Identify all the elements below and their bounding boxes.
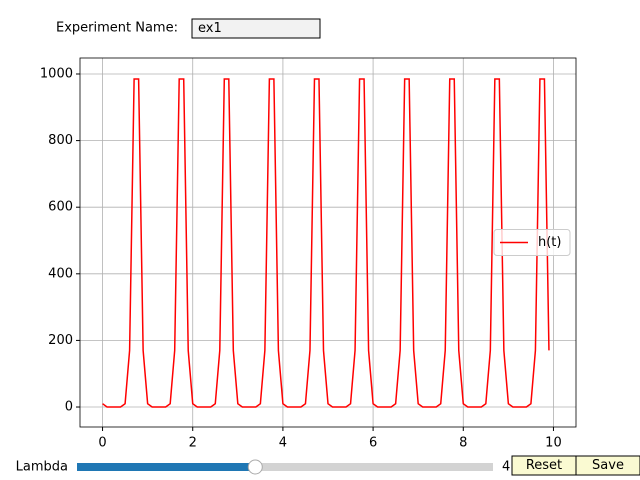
legend-label: h(t) [538, 235, 561, 250]
y-tick-label: 1000 [40, 66, 73, 81]
x-tick-label: 6 [369, 436, 377, 451]
slider-value: 4 [502, 460, 510, 475]
save-button[interactable] [575, 455, 640, 476]
y-tick-label: 400 [48, 266, 73, 281]
y-tick-label: 0 [65, 400, 73, 415]
x-tick-label: 2 [189, 436, 197, 451]
x-tick-label: 10 [545, 436, 562, 451]
reset-label[interactable]: Reset [526, 458, 562, 473]
slider-handle[interactable] [247, 459, 263, 475]
legend-box [493, 229, 571, 256]
y-tick-label: 200 [48, 333, 73, 348]
slider-track[interactable] [77, 463, 493, 471]
experiment-textbox[interactable] [191, 18, 321, 39]
plot-frame [79, 57, 577, 428]
slider-label: Lambda [16, 460, 68, 475]
y-tick-label: 600 [48, 200, 73, 215]
x-tick-label: 4 [279, 436, 287, 451]
experiment-value[interactable]: ex1 [198, 21, 222, 36]
save-label[interactable]: Save [592, 458, 624, 473]
line [102, 78, 550, 408]
experiment-label: Experiment Name: [56, 21, 178, 36]
slider-fill[interactable] [77, 463, 256, 471]
y-tick-label: 800 [48, 133, 73, 148]
x-tick-label: 8 [459, 436, 467, 451]
x-tick-label: 0 [98, 436, 106, 451]
